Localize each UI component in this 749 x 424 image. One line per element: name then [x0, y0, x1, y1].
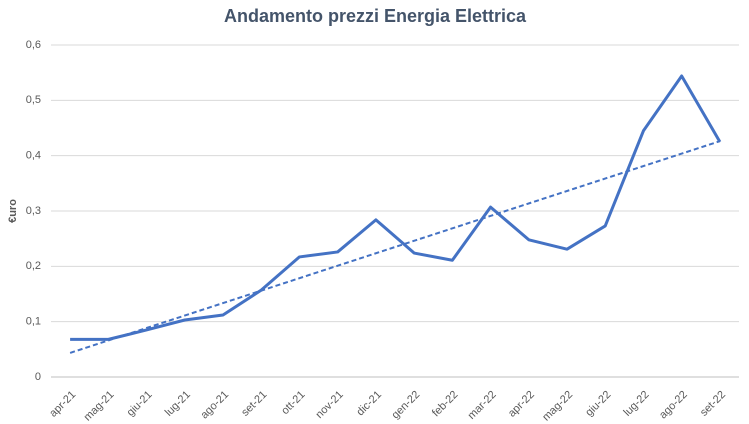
series-line: [70, 74, 722, 341]
y-tick-label: 0,3: [26, 205, 41, 217]
trendline: [69, 140, 721, 354]
x-tick-label: dic-21: [354, 389, 384, 419]
y-tick-label: 0,6: [26, 39, 41, 51]
y-tick-label: 0,4: [26, 150, 41, 162]
x-tick-label: giu-22: [583, 389, 613, 419]
x-tick-label: set-22: [698, 389, 728, 419]
y-axis-label: €uro: [7, 199, 19, 223]
x-tick-label: mag-21: [82, 389, 117, 424]
x-tick-label: gen-22: [390, 389, 423, 422]
x-tick-label: feb-22: [430, 389, 461, 420]
y-tick-label: 0,1: [26, 316, 41, 328]
x-tick-label: mag-22: [540, 389, 575, 424]
y-tick-label: 0: [35, 371, 41, 383]
x-tick-label: ago-22: [657, 389, 690, 422]
x-tick-label: ago-21: [198, 389, 231, 422]
x-tick-label: ott-21: [279, 389, 307, 417]
y-tick-label: 0,5: [26, 94, 41, 106]
x-tick-label: lug-22: [622, 389, 652, 419]
x-tick-label: lug-21: [163, 389, 193, 419]
x-tick-label: set-21: [239, 389, 269, 419]
x-tick-label: nov-21: [314, 389, 346, 421]
x-tick-label: giu-21: [125, 389, 155, 419]
chart-title: Andamento prezzi Energia Elettrica: [224, 6, 527, 26]
x-tick-label: apr-21: [47, 389, 78, 420]
x-tick-label: apr-22: [506, 389, 537, 420]
x-tick-label: mar-22: [466, 389, 499, 422]
y-tick-label: 0,2: [26, 260, 41, 272]
